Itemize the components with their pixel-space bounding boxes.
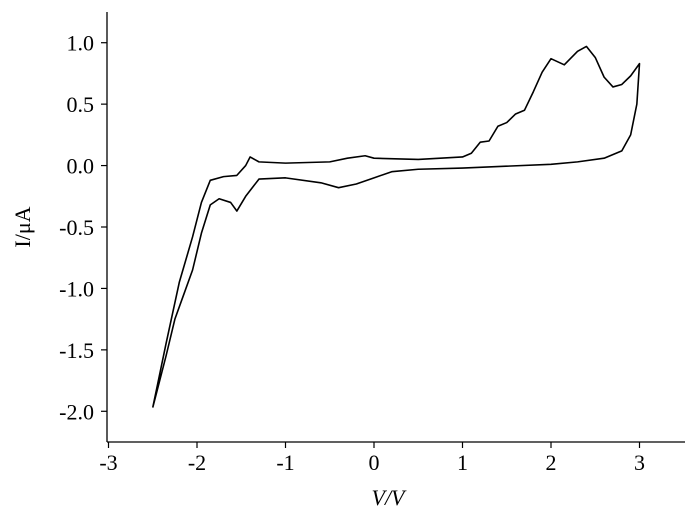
y-tick-label: 0.5	[67, 92, 95, 117]
y-tick-label: -1.0	[59, 276, 94, 301]
y-tick-label: -1.5	[59, 338, 94, 363]
x-tick-label: -2	[188, 450, 206, 475]
y-tick-label: -2.0	[59, 399, 94, 424]
x-tick-label: 3	[634, 450, 645, 475]
y-axis-label: I/μA	[10, 206, 35, 247]
y-tick-label: 0.0	[67, 154, 95, 179]
y-tick-label: 1.0	[67, 31, 95, 56]
x-axis-label: V/V	[372, 485, 408, 510]
x-tick-label: 2	[546, 450, 557, 475]
x-tick-label: 0	[369, 450, 380, 475]
x-tick-label: -3	[99, 450, 117, 475]
x-tick-label: 1	[457, 450, 468, 475]
data-line	[151, 45, 641, 408]
y-tick-label: -0.5	[59, 215, 94, 240]
x-tick-label: -1	[276, 450, 294, 475]
